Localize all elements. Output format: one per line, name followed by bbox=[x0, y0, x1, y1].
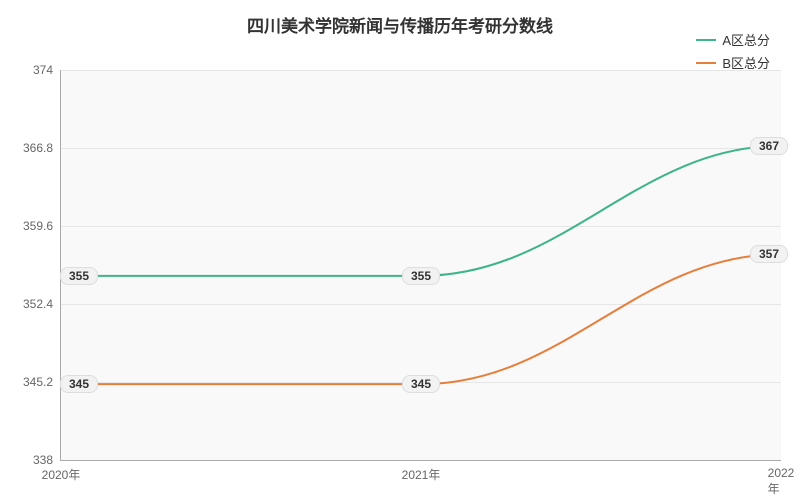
legend-label-a: A区总分 bbox=[722, 30, 770, 49]
y-tick-label: 359.6 bbox=[23, 219, 61, 233]
series-line-0 bbox=[61, 146, 781, 276]
lines-svg bbox=[61, 70, 781, 460]
plot-area: 338345.2352.4359.6366.83742020年2021年2022… bbox=[60, 70, 781, 461]
x-tick-label: 2020年 bbox=[42, 460, 81, 483]
data-label: 345 bbox=[402, 375, 440, 393]
legend-swatch-a bbox=[696, 39, 716, 41]
data-label: 357 bbox=[750, 245, 788, 263]
data-label: 355 bbox=[402, 267, 440, 285]
y-tick-label: 352.4 bbox=[23, 297, 61, 311]
legend-item-a: A区总分 bbox=[696, 30, 770, 49]
y-tick-label: 345.2 bbox=[23, 375, 61, 389]
legend-swatch-b bbox=[696, 62, 716, 64]
data-label: 345 bbox=[60, 375, 98, 393]
x-tick-label: 2022年 bbox=[768, 460, 795, 497]
y-tick-label: 374 bbox=[33, 63, 61, 77]
x-tick-label: 2021年 bbox=[402, 460, 441, 483]
y-tick-label: 366.8 bbox=[23, 141, 61, 155]
data-label: 367 bbox=[750, 137, 788, 155]
line-chart: 四川美术学院新闻与传播历年考研分数线 A区总分 B区总分 338345.2352… bbox=[0, 0, 800, 500]
chart-title: 四川美术学院新闻与传播历年考研分数线 bbox=[247, 12, 553, 37]
data-label: 355 bbox=[60, 267, 98, 285]
